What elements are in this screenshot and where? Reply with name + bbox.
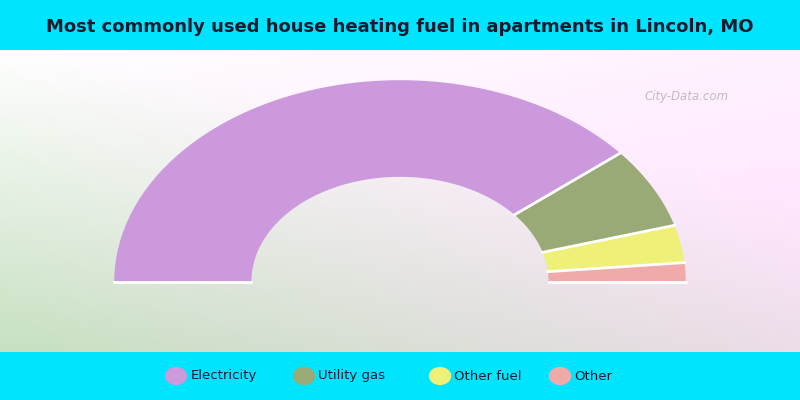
Ellipse shape [293, 367, 315, 385]
Ellipse shape [165, 367, 187, 385]
Text: Other: Other [574, 370, 613, 382]
Text: Other fuel: Other fuel [454, 370, 522, 382]
Polygon shape [514, 153, 674, 252]
Text: Most commonly used house heating fuel in apartments in Lincoln, MO: Most commonly used house heating fuel in… [46, 18, 754, 36]
Ellipse shape [429, 367, 451, 385]
Polygon shape [542, 225, 685, 272]
Ellipse shape [549, 367, 571, 385]
Text: Electricity: Electricity [190, 370, 257, 382]
Polygon shape [548, 262, 686, 282]
Polygon shape [114, 80, 620, 282]
Text: City-Data.com: City-Data.com [645, 90, 729, 103]
Text: Utility gas: Utility gas [318, 370, 386, 382]
